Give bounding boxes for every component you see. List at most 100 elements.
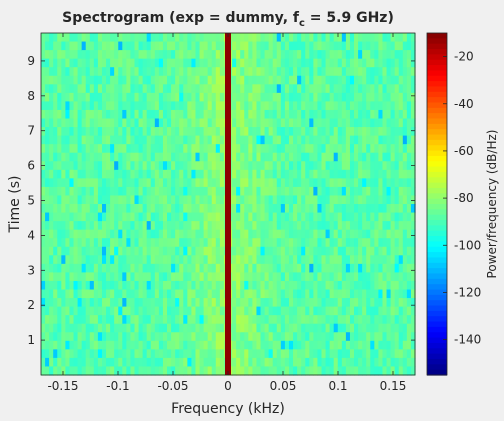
heatmap-cell [313, 298, 319, 308]
heatmap-cell [77, 75, 83, 85]
heatmap-cell [211, 186, 217, 197]
heatmap-cell [211, 229, 217, 239]
heatmap-cell [341, 144, 347, 154]
heatmap-cell [110, 221, 115, 231]
heatmap-cell [175, 289, 180, 299]
heatmap-cell [244, 169, 249, 179]
heatmap-cell [191, 135, 197, 145]
heatmap-cell [309, 178, 314, 188]
heatmap-cell [301, 75, 306, 85]
heatmap-cell [337, 84, 343, 94]
heatmap-cell [195, 221, 201, 231]
heatmap-cell [232, 272, 237, 282]
heatmap-cell [175, 323, 180, 333]
heatmap-cell [203, 161, 209, 171]
heatmap-cell [317, 229, 323, 239]
heatmap-cell [378, 349, 384, 359]
heatmap-cell [264, 161, 270, 171]
heatmap-cell [280, 41, 286, 51]
heatmap-cell [89, 366, 95, 376]
heatmap-cell [321, 298, 327, 308]
heatmap-cell [61, 366, 66, 376]
heatmap-cell [333, 92, 339, 102]
heatmap-cell [162, 298, 168, 308]
heatmap-cell [77, 161, 83, 171]
heatmap-cell [77, 332, 83, 342]
heatmap-cell [232, 212, 237, 222]
heatmap-cell [65, 238, 71, 248]
heatmap-cell [110, 289, 115, 299]
heatmap-cell [167, 221, 172, 231]
heatmap-cell [378, 178, 384, 188]
heatmap-cell [207, 221, 213, 231]
heatmap-cell [297, 298, 302, 308]
heatmap-cell [118, 101, 123, 111]
heatmap-cell [297, 195, 302, 205]
heatmap-cell [61, 212, 66, 222]
heatmap-cell [154, 289, 160, 299]
heatmap-cell [126, 298, 132, 308]
heatmap-cell [211, 169, 217, 179]
heatmap-cell [158, 50, 164, 60]
heatmap-cell [406, 152, 412, 162]
heatmap-cell [106, 101, 111, 111]
heatmap-cell [114, 169, 119, 179]
y-tick-label: 5 [27, 194, 35, 208]
heatmap-cell [264, 332, 270, 342]
heatmap-cell [325, 75, 331, 85]
heatmap-cell [309, 246, 314, 256]
heatmap-cell [317, 280, 323, 291]
heatmap-cell [268, 144, 274, 154]
heatmap-cell [240, 332, 245, 342]
heatmap-cell [122, 41, 127, 51]
heatmap-cell [93, 109, 99, 120]
heatmap-cell [366, 332, 371, 342]
heatmap-cell [65, 315, 71, 325]
heatmap-cell [309, 323, 314, 333]
heatmap-cell [45, 349, 50, 359]
heatmap-cell [402, 75, 408, 85]
heatmap-cell [284, 238, 290, 248]
heatmap-cell [101, 195, 107, 205]
heatmap-cell [382, 169, 388, 179]
heatmap-cell [284, 92, 290, 102]
heatmap-cell [199, 221, 205, 231]
heatmap-cell [89, 272, 95, 282]
heatmap-cell [386, 152, 392, 162]
heatmap-cell [284, 58, 290, 68]
heatmap-cell [284, 204, 290, 214]
heatmap-cell [321, 75, 327, 85]
heatmap-cell [362, 101, 367, 111]
heatmap-cell [41, 144, 46, 154]
heatmap-cell [366, 186, 371, 197]
heatmap-cell [264, 195, 270, 205]
heatmap-cell [101, 229, 107, 239]
heatmap-cell [349, 221, 355, 231]
heatmap-cell [333, 340, 339, 350]
heatmap-cell [69, 204, 75, 214]
heatmap-cell [406, 67, 412, 77]
heatmap-cell [106, 144, 111, 154]
heatmap-cell [158, 33, 164, 43]
heatmap-cell [45, 357, 50, 368]
heatmap-cell [171, 349, 176, 359]
heatmap-cell [106, 357, 111, 368]
x-tick-label: 0.15 [380, 379, 407, 393]
heatmap-cell [154, 161, 160, 171]
heatmap-cell [118, 255, 123, 265]
heatmap-cell [183, 109, 188, 120]
heatmap-cell [349, 357, 355, 368]
heatmap-cell [93, 340, 99, 350]
heatmap-cell [358, 366, 363, 376]
heatmap-cell [154, 357, 160, 368]
heatmap-cell [317, 263, 323, 273]
heatmap-cell [349, 349, 355, 359]
heatmap-cell [130, 204, 136, 214]
heatmap-cell [69, 195, 75, 205]
heatmap-cell [236, 58, 241, 68]
heatmap-cell [333, 101, 339, 111]
heatmap-cell [337, 349, 343, 359]
heatmap-cell [146, 306, 152, 316]
heatmap-cell [61, 41, 66, 51]
heatmap-cell [402, 152, 408, 162]
